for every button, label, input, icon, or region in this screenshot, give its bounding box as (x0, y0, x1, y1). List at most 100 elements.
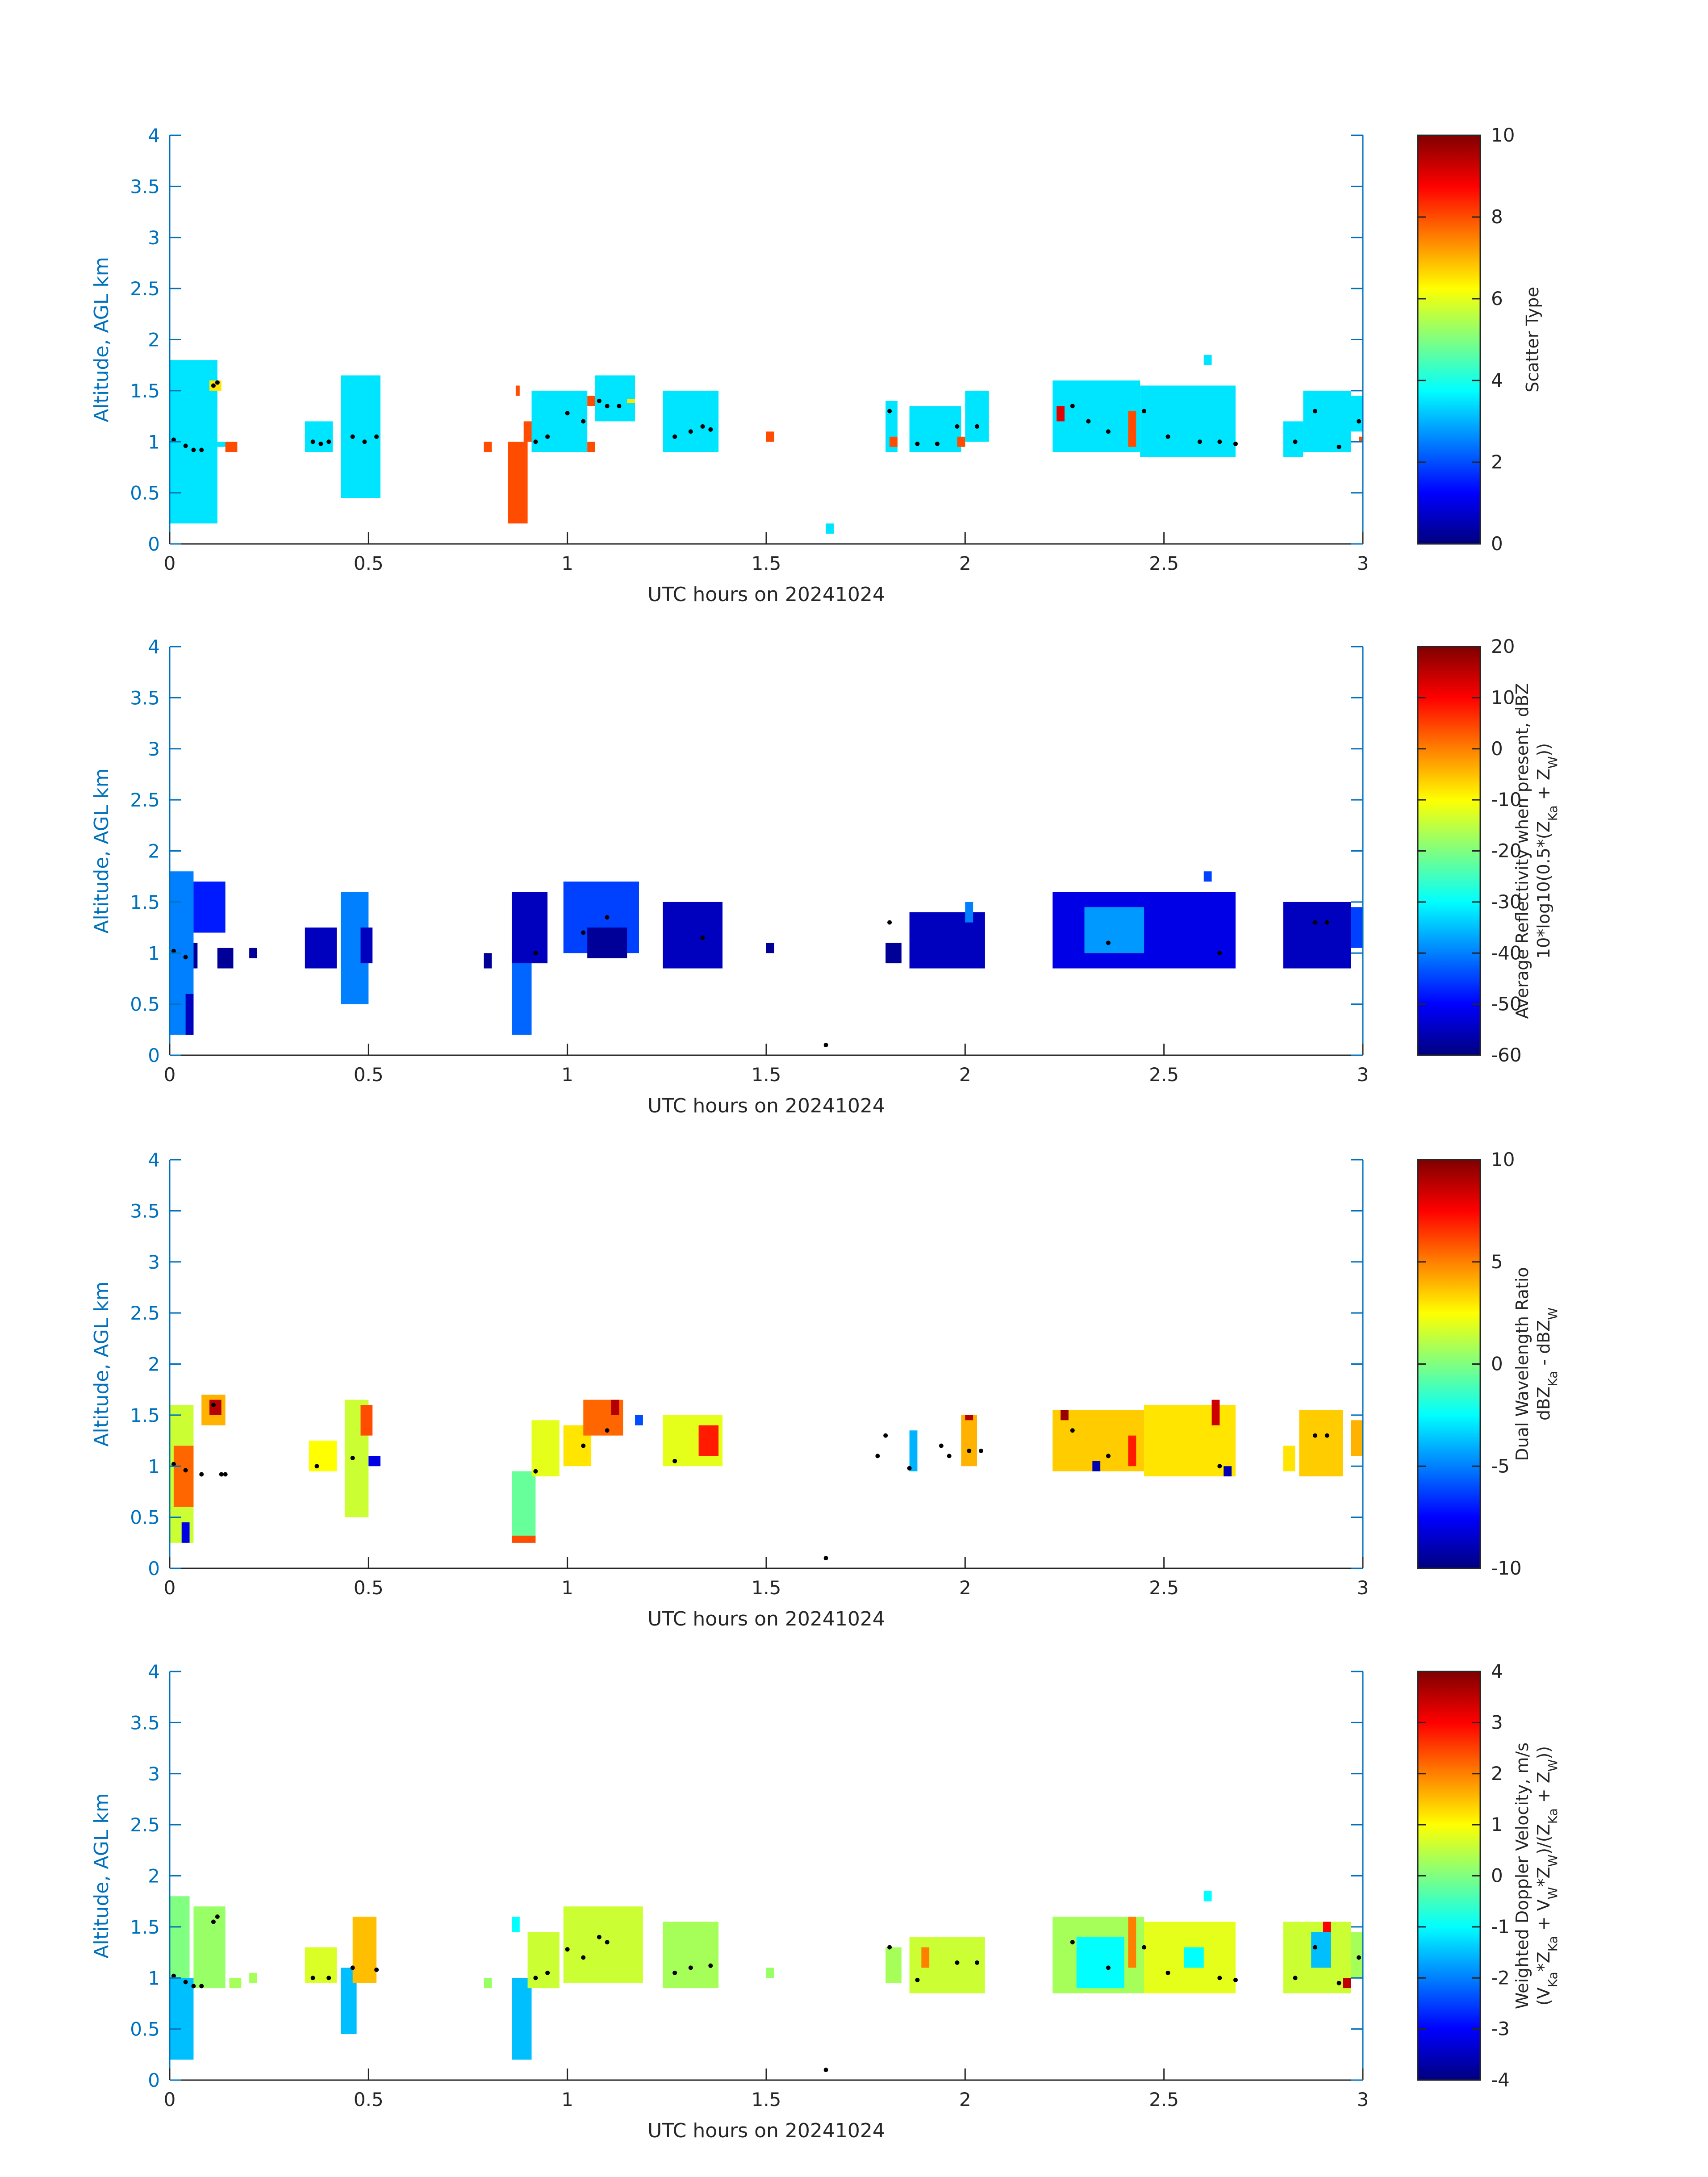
data-cell (766, 1968, 774, 1978)
colorbar-tick-label: 8 (1491, 206, 1503, 228)
data-cell (193, 943, 198, 969)
cell-layer (170, 355, 1363, 534)
data-cell (961, 1415, 977, 1467)
marker-dot (1336, 444, 1341, 449)
marker-dot (350, 434, 355, 439)
marker-dot (688, 1965, 693, 1970)
marker-dot (1106, 429, 1111, 434)
marker-dot (1217, 1976, 1222, 1981)
x-tick-label: 0 (164, 2089, 176, 2110)
colorbar-tick-label: 10 (1491, 686, 1515, 708)
data-cell (527, 1932, 560, 1989)
data-cell (1299, 1410, 1343, 1477)
x-axis-label: UTC hours on 20241024 (647, 2119, 885, 2142)
data-cell (885, 943, 902, 964)
x-tick-label: 0 (164, 1577, 176, 1599)
marker-dot (374, 434, 379, 439)
data-cell (173, 1446, 194, 1507)
y-tick-label: 1 (148, 431, 160, 453)
marker-dot (183, 1468, 188, 1473)
data-cell (826, 523, 834, 534)
colorbar: 0 2 4 6 8 10 Scatter Type (1417, 124, 1542, 555)
colorbar-tick-label: 1 (1491, 1813, 1503, 1835)
data-cell (627, 399, 635, 403)
y-tick-label: 3.5 (130, 1200, 160, 1222)
data-cell (209, 1400, 221, 1415)
y-tick-label: 1 (148, 942, 160, 964)
marker-dot (887, 409, 892, 414)
marker-dot (1106, 1965, 1111, 1970)
colorbar-tick-label: 0 (1491, 738, 1503, 760)
data-cell (766, 431, 774, 442)
colorbar-tick-label: 10 (1491, 124, 1515, 146)
marker-dot (955, 1960, 960, 1965)
colorbar-tick-label: 0 (1491, 1353, 1503, 1375)
x-tick-label: 0.5 (354, 1577, 384, 1599)
marker-dot (326, 1976, 331, 1981)
data-cell (595, 375, 635, 422)
y-tick-label: 3.5 (130, 687, 160, 709)
y-tick-label: 4 (148, 1661, 160, 1683)
cell-layer (170, 1891, 1363, 2060)
marker-dot (1070, 1940, 1075, 1945)
x-tick-label: 2 (959, 1064, 971, 1086)
data-cell (511, 1917, 520, 1932)
data-cell (217, 442, 230, 447)
data-cell (484, 1978, 492, 1989)
data-cell (663, 902, 723, 969)
data-cell (1203, 1891, 1212, 1901)
marker-dot (1106, 1454, 1111, 1458)
marker-dot (617, 404, 622, 409)
y-axis-label: Altitude, AGL km (90, 257, 113, 422)
panel-3: 0 0.5 1 1.5 2 2.5 3 0 0.5 1 1.5 2 2.5 3 3.5 4 UTC hours … (90, 1149, 1560, 1630)
marker-dot (1142, 1945, 1147, 1950)
marker-dot (1086, 419, 1091, 424)
marker-dot (199, 1472, 204, 1477)
data-cell (909, 1430, 918, 1471)
data-cell (909, 1937, 985, 1993)
marker-dot (362, 439, 367, 444)
marker-dot (545, 1970, 550, 1975)
marker-dot (1142, 409, 1147, 414)
data-cell (1303, 390, 1351, 452)
data-cell (185, 994, 194, 1035)
data-cell (368, 1456, 381, 1467)
colorbar-tick-label: -30 (1491, 891, 1522, 913)
x-axis-label: UTC hours on 20241024 (647, 583, 885, 606)
data-cell (1052, 380, 1140, 452)
marker-dot (708, 1963, 713, 1968)
y-tick-label: 3 (148, 1251, 160, 1273)
marker-dot (823, 1556, 828, 1561)
marker-dot (605, 404, 610, 409)
marker-dot (191, 447, 196, 452)
data-cell (511, 1535, 536, 1543)
marker-dot (1217, 951, 1222, 956)
data-cell (909, 912, 985, 969)
x-tick-label: 1.5 (752, 1577, 781, 1599)
x-tick-label: 0.5 (354, 552, 384, 574)
marker-dot (605, 915, 610, 920)
x-tick-label: 2 (959, 1577, 971, 1599)
x-tick-label: 1 (561, 2089, 573, 2110)
colorbar-tick-label: 4 (1491, 369, 1503, 391)
colorbar-tick-label: 20 (1491, 635, 1515, 657)
colorbar-label: Weighted Doppler Velocity, m/s (1512, 1742, 1532, 2009)
data-cell (1128, 411, 1136, 447)
y-tick-label: 3 (148, 227, 160, 249)
marker-dot (533, 951, 538, 956)
data-cell (1084, 907, 1144, 953)
data-cell (1203, 355, 1212, 365)
data-cell (511, 1471, 536, 1543)
marker-dot (318, 441, 323, 446)
colorbar-label: dBZKa - dBZW (1534, 1308, 1560, 1421)
colorbar-tick-label: 2 (1491, 1763, 1503, 1784)
marker-dot (183, 955, 188, 960)
data-cell (181, 1522, 190, 1543)
marker-dot (581, 1443, 586, 1448)
data-cell (635, 1415, 643, 1425)
colorbar-gradient (1417, 646, 1481, 1056)
data-cell (229, 1978, 242, 1989)
colorbar-label: (VKa*ZKa + VW*ZW)/(ZKa + ZW)) (1534, 1746, 1560, 2006)
x-tick-label: 2 (959, 552, 971, 574)
